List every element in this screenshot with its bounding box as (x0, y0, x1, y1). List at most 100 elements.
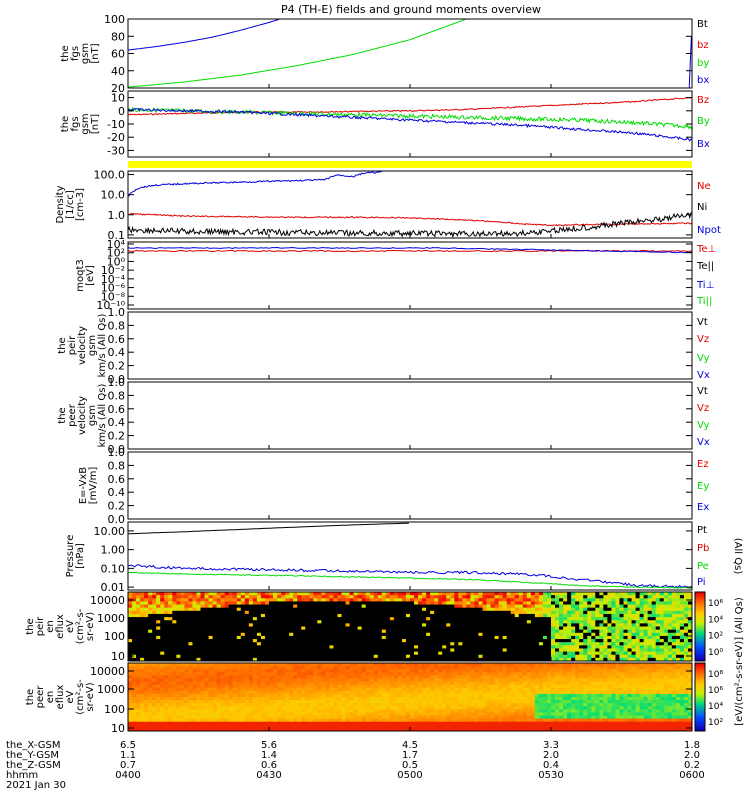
temperature-legend-ti: Ti⊥ (696, 280, 714, 291)
heatmap-peir-cells (128, 592, 693, 662)
chart-title: P4 (TH-E) fields and ground moments over… (281, 3, 541, 16)
xaxis-value: 0500 (397, 770, 422, 781)
series-pressure-Pi (128, 565, 691, 588)
peir_energy_flux-ytick-label: 10 (111, 650, 125, 663)
temperature-legend-te: Te⊥ (696, 244, 716, 255)
peer_energy_flux-ylabel-line: sr-eV) (85, 682, 96, 711)
heatmap-peer-cells (128, 663, 693, 732)
series-density-Ne (128, 214, 692, 226)
pressure-legend-pt: Pt (697, 525, 707, 536)
colorbar-peer-tick: 10⁴ (708, 702, 723, 712)
density-legend-ne: Ne (697, 181, 711, 192)
pressure-right-note: (All Qs) (732, 538, 743, 575)
density-frame (128, 171, 692, 238)
xaxis-value: 0430 (256, 770, 281, 781)
xaxis-value: 0600 (679, 770, 704, 781)
efield-frame (128, 452, 692, 519)
fgs_gsm_components-frame (128, 91, 692, 157)
series-pressure-Pe (128, 572, 691, 588)
fgs_gsm_components-legend-by: By (697, 116, 710, 127)
fgs_gsm_components-ylabel-line: [nT] (90, 114, 101, 134)
peir_velocity-legend-vt: Vt (697, 317, 708, 328)
efield-ytick-label: 0.4 (108, 486, 126, 499)
peer_velocity-legend-vt: Vt (697, 386, 708, 397)
efield-ytick-label: 0.6 (108, 473, 126, 486)
series-density-Npot (128, 172, 382, 197)
fgs_gsm_components-ytick-label: -20 (107, 131, 125, 144)
pressure-ylabel: Pressure[nPa] (65, 535, 86, 578)
peir_velocity-ytick-label: 0.8 (108, 319, 126, 332)
peer_energy_flux-ytick-label: 10 (111, 722, 125, 735)
pressure-legend-pi: Pi (697, 577, 706, 588)
peer_velocity-legend-vy: Vy (697, 420, 710, 431)
peir_velocity-ylabel-line: km/s (All Qs) (97, 314, 108, 378)
peer_velocity-ytick-label: 1.0 (108, 376, 126, 389)
fgs_gsm_components-ytick-label: -30 (107, 144, 125, 157)
xaxis-date: 2021 Jan 30 (6, 780, 66, 791)
density-legend-ni: Ni (697, 202, 707, 213)
peir_energy_flux-ytick-label: 1000 (97, 612, 125, 625)
density-ytick-label: 100.0 (94, 169, 126, 182)
pressure-frame (128, 522, 692, 590)
fgs_gsm_magnitude-ytick-label: 80 (111, 30, 125, 43)
efield-ylabel-line: [mV/m] (88, 467, 99, 505)
pressure-ytick-label: 1.00 (101, 544, 126, 557)
temperature-legend-te: Te|| (696, 261, 714, 272)
pressure-ylabel-line: [nPa] (75, 543, 86, 569)
efield-legend-ex: Ex (697, 502, 709, 513)
peer_velocity-ylabel-line: km/s (All Qs) (97, 384, 108, 448)
fgs_gsm_magnitude-legend-by: by (697, 58, 709, 69)
fgs_gsm_magnitude-legend-bz: bz (697, 40, 709, 51)
colorbar-peer-tick: 10⁶ (708, 686, 723, 696)
fgs_gsm_magnitude-ytick-label: 100 (104, 13, 125, 26)
peir_velocity-legend-vz: Vz (697, 334, 709, 345)
peer_velocity-ytick-label: 0.4 (108, 416, 126, 429)
fgs_gsm_components-ytick-label: 10 (111, 92, 125, 105)
colorbar-peir-tick: 10² (708, 632, 723, 642)
pressure-ytick-label: 0.10 (101, 562, 126, 575)
colorbar-label-text: [eV/(cm²-s-sr-eV)] (All Qs) (734, 597, 745, 726)
density-ylabel-line: [cm-3] (75, 188, 86, 221)
density-ylabel: Density[1/cc][cm-3] (55, 185, 86, 223)
colorbar-peir-tick: 10⁴ (708, 615, 723, 625)
colorbar-peir-tick: 10⁶ (708, 599, 723, 609)
peir_velocity-ytick-label: 0.6 (108, 333, 126, 346)
fgs_gsm_components-legend-bz: Bz (697, 95, 709, 106)
peer_velocity-legend-vz: Vz (697, 403, 709, 414)
efield-ytick-label: 0.8 (108, 459, 126, 472)
fgs_gsm_magnitude-frame (128, 19, 692, 88)
series-pressure-Pb (128, 523, 409, 534)
peir_velocity-ytick-label: 0.2 (108, 360, 126, 373)
density-ytick-label: 10.0 (101, 189, 126, 202)
efield-legend-ez: Ez (697, 459, 709, 470)
temperature-legend-ti: Ti|| (696, 296, 712, 307)
peir_energy_flux-ytick-label: 100 (104, 630, 125, 643)
efield-ytick-label: 0.2 (108, 500, 126, 513)
temperature-ylabel-line: [eV] (85, 265, 96, 286)
colorbar-label: [eV/(cm²-s-sr-eV)] (All Qs) (734, 597, 745, 726)
fgs_gsm_components-ytick-label: 0 (118, 105, 125, 118)
peir_velocity-legend-vx: Vx (697, 370, 710, 381)
efield-ylabel: E=-VxB[mV/m] (78, 467, 99, 505)
peer_velocity-ytick-label: 0.2 (108, 430, 126, 443)
fgs_gsm_magnitude-ytick-label: 60 (111, 48, 125, 61)
pressure-ytick-label: 0.01 (101, 581, 126, 594)
peer_velocity-ytick-label: 0.8 (108, 389, 126, 402)
peer_energy_flux-ytick-label: 10000 (90, 665, 125, 678)
efield-legend-ey: Ey (697, 481, 709, 492)
efield-ytick-label: 1.0 (108, 446, 126, 459)
peir_energy_flux-ylabel-line: sr-eV) (85, 612, 96, 641)
colorbar-peir (695, 592, 705, 662)
pressure-legend-pe: Pe (697, 561, 709, 572)
xaxis-value: 0400 (115, 770, 140, 781)
fgs_gsm_magnitude-ytick-label: 40 (111, 65, 125, 78)
colorbar-peer-tick: 10² (708, 718, 723, 728)
peer_energy_flux-ytick-label: 1000 (97, 683, 125, 696)
series-fgs_gsm_magnitude-by (128, 19, 466, 87)
